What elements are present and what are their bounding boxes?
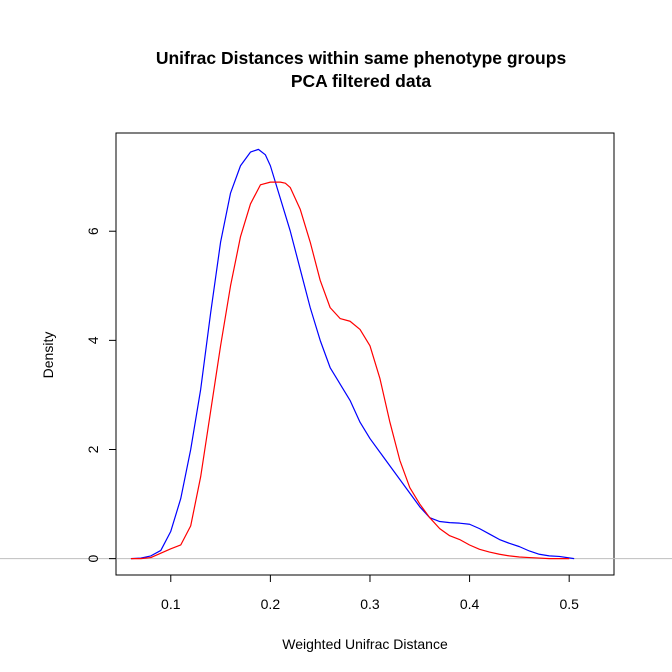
y-tick-label: 0 bbox=[85, 555, 101, 563]
y-axis-label: Density bbox=[40, 332, 56, 379]
density-curve-1 bbox=[130, 148, 575, 560]
chart-title-line-1: Unifrac Distances within same phenotype … bbox=[156, 48, 567, 68]
x-tick-label: 0.2 bbox=[261, 596, 281, 612]
y-tick-label: 4 bbox=[85, 336, 101, 344]
y-axis: 0 2 4 6 bbox=[85, 227, 117, 563]
chart-title-line-2: PCA filtered data bbox=[291, 71, 432, 91]
y-tick-label: 6 bbox=[85, 227, 101, 235]
x-tick-label: 0.1 bbox=[161, 596, 181, 612]
x-tick-label: 0.5 bbox=[559, 596, 579, 612]
x-axis: 0.1 0.2 0.3 0.4 0.5 bbox=[161, 574, 579, 612]
y-tick-label: 2 bbox=[85, 445, 101, 453]
density-curve-2 bbox=[130, 181, 570, 560]
chart-title: Unifrac Distances within same phenotype … bbox=[156, 48, 567, 91]
density-curves bbox=[130, 148, 575, 560]
x-tick-label: 0.3 bbox=[360, 596, 380, 612]
x-axis-label: Weighted Unifrac Distance bbox=[282, 636, 448, 652]
plot-frame bbox=[115, 132, 615, 576]
x-tick-label: 0.4 bbox=[460, 596, 480, 612]
